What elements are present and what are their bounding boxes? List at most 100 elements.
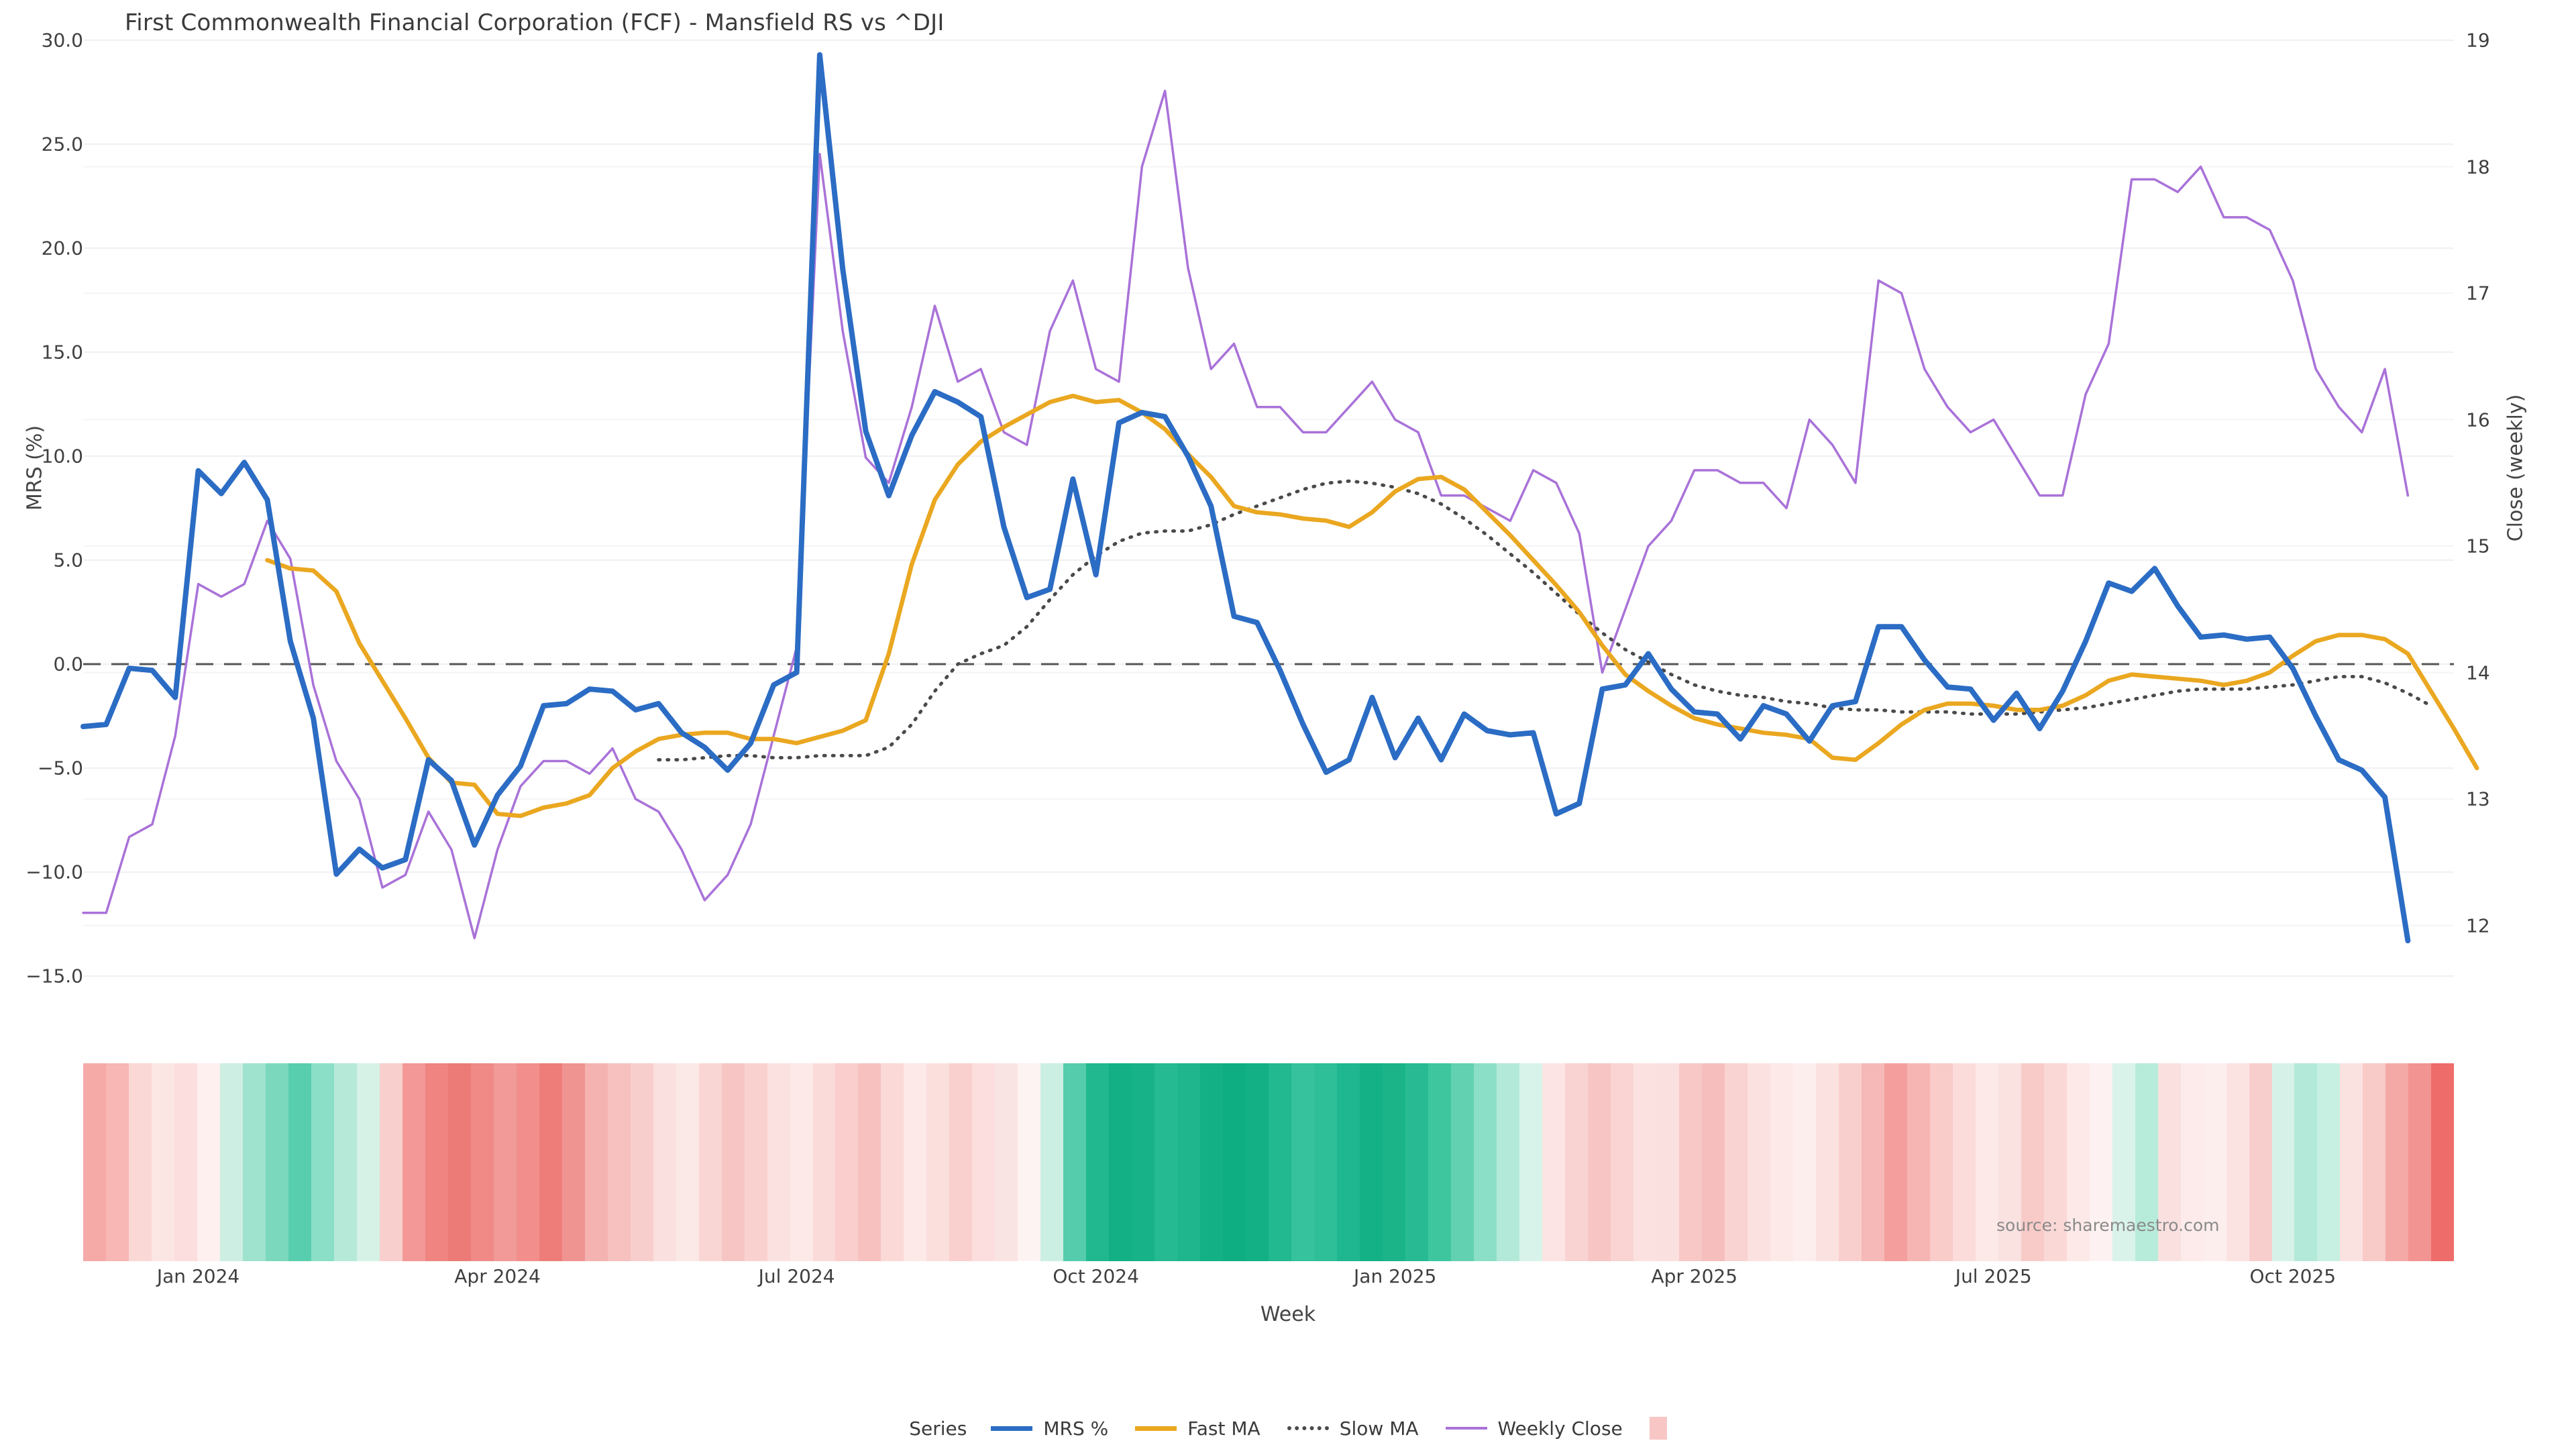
heat-strip-cell: [721, 1063, 745, 1261]
y-axis-right-tick: 15: [2466, 535, 2490, 557]
heat-strip-cell: [1724, 1063, 1748, 1261]
heat-strip-cell: [83, 1063, 106, 1261]
heat-strip-cell: [1975, 1063, 1998, 1261]
heat-strip-cell: [2157, 1063, 2181, 1261]
heat-strip-cell: [904, 1063, 927, 1261]
heat-strip-cell: [151, 1063, 174, 1261]
legend-item-label: Fast MA: [1187, 1417, 1260, 1440]
heat-strip-cell: [630, 1063, 653, 1261]
heat-strip-cell: [1405, 1063, 1429, 1261]
legend-item-mrs[interactable]: MRS %: [991, 1417, 1108, 1440]
heat-strip-cell: [1109, 1063, 1132, 1261]
heat-strip-cell: [2431, 1063, 2455, 1261]
heat-strip-cell: [1542, 1063, 1565, 1261]
heat-strip-cell: [2317, 1063, 2341, 1261]
heat-strip-cell: [1952, 1063, 1976, 1261]
heat-strip-cell: [1770, 1063, 1793, 1261]
x-axis-tick: Jul 2024: [758, 1265, 835, 1287]
heat-strip-cell: [1633, 1063, 1656, 1261]
heat-strip-cell: [1610, 1063, 1633, 1261]
heat-strip-cell: [197, 1063, 220, 1261]
legend-heat-patch-icon: [1649, 1417, 1667, 1440]
heat-strip-cell: [744, 1063, 767, 1261]
heat-strip-cell: [1929, 1063, 1953, 1261]
y-axis-right-tick: 16: [2466, 409, 2490, 431]
heat-strip-cell: [1314, 1063, 1338, 1261]
heat-strip-cell: [561, 1063, 585, 1261]
heat-strip-cell: [653, 1063, 676, 1261]
y-axis-right-tick: 12: [2466, 914, 2490, 937]
legend-swatch-icon: [991, 1426, 1033, 1431]
heat-strip-cell: [447, 1063, 471, 1261]
y-axis-right-tick: 13: [2466, 788, 2490, 810]
heat-strip-cell: [2112, 1063, 2135, 1261]
legend-title: Series: [909, 1417, 967, 1440]
heat-strip-cell: [1656, 1063, 1679, 1261]
series-line-weekly-close: [82, 89, 2410, 940]
heat-strip-cell: [676, 1063, 699, 1261]
legend-item-slow-ma[interactable]: Slow MA: [1287, 1417, 1419, 1440]
heat-strip-cell: [1155, 1063, 1178, 1261]
heat-strip-cell: [1497, 1063, 1520, 1261]
heat-strip-cell: [2271, 1063, 2295, 1261]
legend-item-label: Slow MA: [1339, 1417, 1419, 1440]
heat-strip-cell: [995, 1063, 1018, 1261]
heat-strip-cell: [858, 1063, 881, 1261]
heat-strip-cell: [1998, 1063, 2021, 1261]
y-axis-right-tick: 17: [2466, 282, 2490, 305]
x-axis-label: Week: [1260, 1303, 1316, 1326]
chart-title: First Commonwealth Financial Corporation…: [125, 9, 945, 36]
y-axis-left-tick: 25.0: [41, 133, 83, 156]
heat-strip-cell: [539, 1063, 562, 1261]
x-axis-tick: Jan 2024: [156, 1265, 240, 1287]
series-line-slow-ma: [657, 479, 2433, 762]
heat-strip-cell: [333, 1063, 357, 1261]
y-axis-left-tick: 5.0: [53, 549, 83, 572]
heat-strip-cell: [2089, 1063, 2112, 1261]
x-axis-tick: Oct 2024: [1053, 1265, 1139, 1287]
heat-strip-cell: [2043, 1063, 2067, 1261]
y-axis-right-tick: 14: [2466, 661, 2490, 684]
heat-strip-cell: [379, 1063, 402, 1261]
y-axis-left-tick: −5.0: [38, 757, 83, 780]
legend-item-fast-ma[interactable]: Fast MA: [1135, 1417, 1260, 1440]
series-line-mrs: [80, 52, 2411, 944]
heat-strip-cell: [2408, 1063, 2432, 1261]
legend-swatch-icon: [1445, 1427, 1487, 1430]
heat-strip-cell: [2385, 1063, 2409, 1261]
heat-strip-cell: [2066, 1063, 2090, 1261]
heat-strip-cell: [1040, 1063, 1064, 1261]
y-axis-left-tick: 15.0: [41, 341, 83, 364]
y-axis-left-tick: 20.0: [41, 237, 83, 260]
heat-strip-cell: [1519, 1063, 1542, 1261]
heat-strip-cell: [881, 1063, 904, 1261]
heat-strip-cell: [1907, 1063, 1930, 1261]
y-axis-left-tick: 10.0: [41, 445, 83, 468]
heat-strip-cell: [356, 1063, 380, 1261]
heat-strip-cell: [2021, 1063, 2044, 1261]
heat-strip-cell: [2340, 1063, 2363, 1261]
heat-strip-cell: [607, 1063, 631, 1261]
legend-item-label: Weekly Close: [1497, 1417, 1623, 1440]
heat-strip-cell: [1815, 1063, 1839, 1261]
series-line-fast-ma: [265, 393, 2479, 818]
heat-strip-cell: [1474, 1063, 1497, 1261]
heat-strip-cell: [812, 1063, 836, 1261]
heat-strip-cell: [1246, 1063, 1269, 1261]
heat-strip-cell: [790, 1063, 813, 1261]
legend-swatch-icon: [1135, 1426, 1177, 1431]
heat-strip-cell: [1132, 1063, 1155, 1261]
heat-strip-cell: [767, 1063, 790, 1261]
heat-strip-cell: [1337, 1063, 1360, 1261]
heat-strip-cell: [584, 1063, 608, 1261]
legend-item-weekly-close[interactable]: Weekly Close: [1445, 1417, 1623, 1440]
heat-strip-cell: [2226, 1063, 2249, 1261]
relative-strength-heat-strip: [83, 1063, 2455, 1261]
heat-strip-cell: [128, 1063, 152, 1261]
heat-strip-cell: [470, 1063, 494, 1261]
heat-strip-cell: [1747, 1063, 1770, 1261]
heat-strip-cell: [1587, 1063, 1611, 1261]
heat-strip-cell: [2203, 1063, 2226, 1261]
